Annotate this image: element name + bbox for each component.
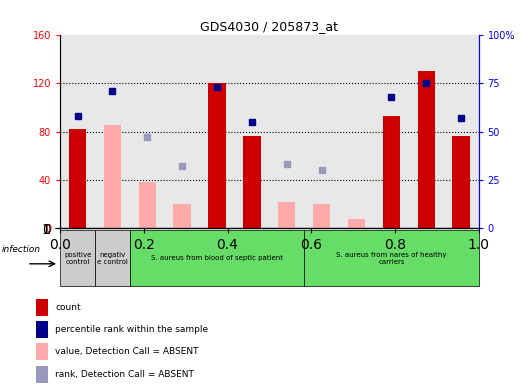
Text: S. aureus from nares of healthy
carriers: S. aureus from nares of healthy carriers <box>336 252 447 265</box>
Bar <box>104 126 121 228</box>
Bar <box>348 219 365 228</box>
Bar <box>165 35 200 228</box>
Text: negativ
e control: negativ e control <box>97 252 128 265</box>
Bar <box>36 321 48 338</box>
Bar <box>60 35 95 228</box>
Bar <box>374 35 409 228</box>
Bar <box>417 71 435 228</box>
Bar <box>95 230 130 286</box>
Bar <box>383 116 400 228</box>
Bar <box>452 136 470 228</box>
Bar <box>409 35 444 228</box>
Title: GDS4030 / 205873_at: GDS4030 / 205873_at <box>200 20 338 33</box>
Text: positive
control: positive control <box>64 252 92 265</box>
Bar <box>243 136 260 228</box>
Bar <box>36 343 48 360</box>
Bar <box>339 35 374 228</box>
Text: percentile rank within the sample: percentile rank within the sample <box>55 325 208 334</box>
Bar <box>139 182 156 228</box>
Text: infection: infection <box>1 245 40 254</box>
Bar <box>200 35 234 228</box>
Bar <box>313 204 331 228</box>
Bar <box>444 35 479 228</box>
Bar <box>36 299 48 316</box>
Text: value, Detection Call = ABSENT: value, Detection Call = ABSENT <box>55 347 199 356</box>
Text: rank, Detection Call = ABSENT: rank, Detection Call = ABSENT <box>55 370 194 379</box>
Bar <box>95 35 130 228</box>
Bar <box>130 230 304 286</box>
Bar <box>174 204 191 228</box>
Bar <box>304 35 339 228</box>
Bar <box>130 35 165 228</box>
Bar <box>234 35 269 228</box>
Bar <box>60 230 95 286</box>
Bar <box>269 35 304 228</box>
Bar <box>36 366 48 383</box>
Text: count: count <box>55 303 81 312</box>
Bar <box>208 83 226 228</box>
Bar <box>304 230 479 286</box>
Bar <box>278 202 295 228</box>
Text: S. aureus from blood of septic patient: S. aureus from blood of septic patient <box>151 255 283 261</box>
Bar <box>69 129 86 228</box>
